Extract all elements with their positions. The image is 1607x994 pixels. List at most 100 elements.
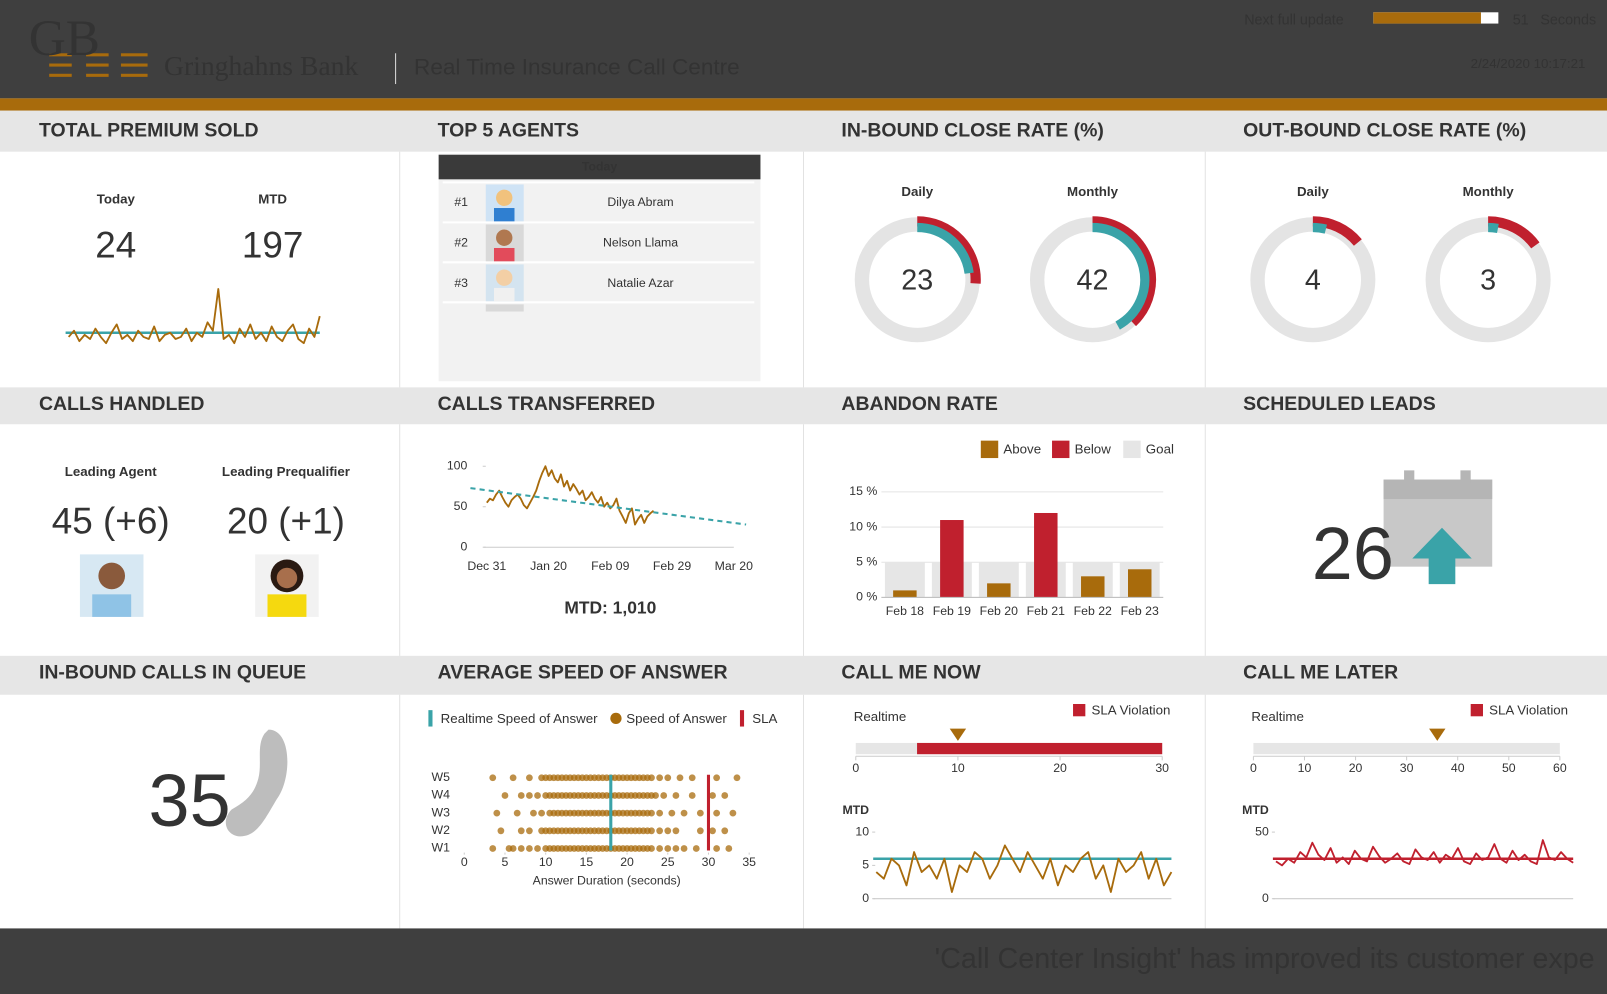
dot <box>493 809 501 817</box>
timestamp: 2/24/2020 10:17:21 <box>1471 56 1586 71</box>
dot <box>672 792 680 799</box>
y-tick-label: 10 % <box>849 519 877 533</box>
legend-swatch <box>1470 703 1483 717</box>
dot <box>648 827 655 835</box>
dot <box>713 809 721 817</box>
dot <box>534 845 541 852</box>
dot <box>534 792 541 799</box>
bullet-range <box>917 742 1163 755</box>
dot <box>676 774 684 782</box>
panel-title: IN-BOUND CALLS IN QUEUE <box>39 661 306 683</box>
y-tick-label: W1 <box>431 841 450 855</box>
x-tick-label: Feb 21 <box>1027 604 1065 618</box>
update-label: Next full update <box>1244 12 1344 28</box>
x-tick-label: 30 <box>702 855 716 869</box>
dot <box>517 827 525 835</box>
y-tick-label: 10 <box>855 824 869 838</box>
dot <box>709 827 716 835</box>
kpi-label: Leading Agent <box>65 464 158 479</box>
dot <box>680 845 688 852</box>
logo-bars <box>49 53 148 77</box>
panel-title: CALL ME NOW <box>841 661 981 683</box>
y-tick-label: 100 <box>447 459 468 473</box>
dot <box>656 845 664 852</box>
dot <box>648 774 655 782</box>
donut-label: Daily <box>1297 184 1329 199</box>
dot <box>713 845 721 852</box>
dot <box>664 774 672 782</box>
title-band <box>0 110 1607 152</box>
y-tick-label: 5 <box>862 858 869 872</box>
panel-title: SCHEDULED LEADS <box>1243 393 1436 415</box>
x-tick-label: Feb 22 <box>1074 604 1112 618</box>
kpi-label: MTD <box>258 191 287 206</box>
donut-label: Monthly <box>1067 184 1119 199</box>
dot <box>517 845 525 852</box>
y-tick-label: 0 <box>460 539 467 553</box>
x-tick-label: 25 <box>661 855 675 869</box>
x-tick-label: Mar 20 <box>715 559 753 573</box>
x-axis-title: Answer Duration (seconds) <box>533 874 681 888</box>
dot <box>526 792 533 799</box>
agent-rank: #3 <box>454 276 468 290</box>
agent-name: Natalie Azar <box>607 276 673 290</box>
dot <box>733 774 741 782</box>
legend-swatch <box>1073 703 1086 717</box>
donut-value <box>1312 222 1328 234</box>
dot <box>725 845 733 852</box>
bar <box>1034 512 1058 598</box>
x-tick-label: Feb 29 <box>653 559 691 573</box>
chart-title: MTD <box>1242 803 1269 817</box>
bar <box>940 520 964 598</box>
column-dividers <box>399 151 1206 929</box>
calendar-icon <box>1383 470 1493 585</box>
panel-title: AVERAGE SPEED OF ANSWER <box>438 661 728 683</box>
agents-row-lines <box>442 181 755 304</box>
panel-title: CALL ME LATER <box>1243 661 1398 683</box>
footer-bar <box>0 928 1607 994</box>
dot <box>713 774 721 782</box>
y-tick-label: 15 % <box>849 484 877 498</box>
y-tick-label: 5 % <box>856 554 877 568</box>
donut-value-label: 23 <box>901 264 933 296</box>
dot <box>517 792 525 799</box>
panel-title: TOTAL PREMIUM SOLD <box>39 119 259 141</box>
dot <box>664 827 672 835</box>
subtitle: Real Time Insurance Call Centre <box>414 55 740 80</box>
countdown: 51 <box>1513 12 1529 28</box>
dot <box>672 827 680 835</box>
legend-label: Goal <box>1146 441 1174 456</box>
panel-title: IN-BOUND CLOSE RATE (%) <box>841 119 1103 141</box>
donut-value <box>1488 222 1499 233</box>
header-bar <box>0 0 1607 99</box>
title-band <box>0 655 1607 695</box>
dot <box>692 845 700 852</box>
x-tick-label: 50 <box>1502 761 1516 775</box>
panel-title: CALLS HANDLED <box>39 393 204 415</box>
kpi-value: 45 (+6) <box>52 500 170 541</box>
y-tick-label: W2 <box>431 823 450 837</box>
dot <box>501 792 509 799</box>
dot <box>526 845 533 852</box>
donut-value <box>917 222 974 274</box>
bullet-label: Realtime <box>854 709 907 724</box>
legend-label: SLA Violation <box>1091 703 1170 718</box>
x-tick-label: 0 <box>852 761 859 775</box>
legend-swatch <box>428 710 433 727</box>
bullet-track <box>1253 742 1560 755</box>
header-stripe <box>0 98 1607 111</box>
x-tick-label: 0 <box>461 855 468 869</box>
x-tick-label: Dec 31 <box>467 559 506 573</box>
data-line <box>486 465 655 526</box>
donut-label: Monthly <box>1463 184 1515 199</box>
y-tick-label: W3 <box>431 805 450 819</box>
dot <box>648 809 655 817</box>
legend-label: SLA Violation <box>1489 703 1568 718</box>
dot <box>489 774 497 782</box>
y-tick-label: 50 <box>454 499 468 513</box>
x-tick-label: Feb 19 <box>933 604 971 618</box>
dot <box>652 792 659 799</box>
bar <box>893 590 917 598</box>
kpi-value: 197 <box>242 225 304 266</box>
